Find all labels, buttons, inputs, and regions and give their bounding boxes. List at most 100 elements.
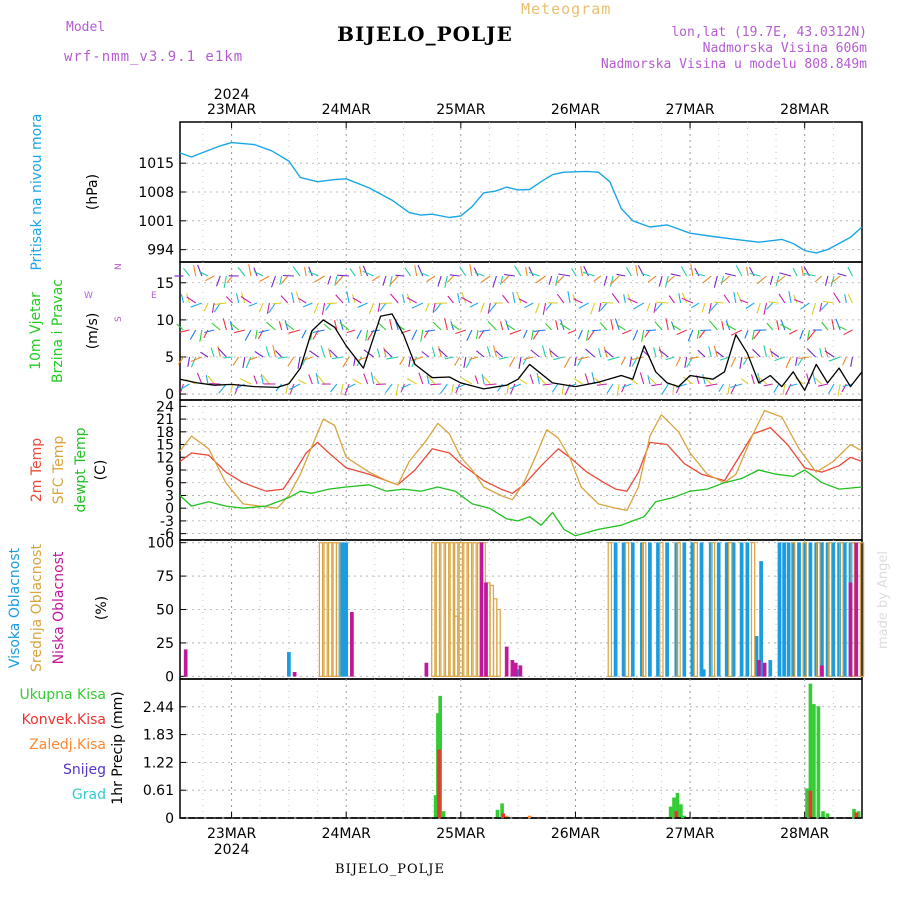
wind-arrow (430, 383, 442, 386)
wind-arrow (253, 375, 258, 385)
wind-arrow (502, 294, 510, 304)
wind-arrow (730, 356, 737, 368)
wind-arrow (332, 356, 344, 360)
wind-arrow (593, 275, 602, 282)
cloud-bar-2 (820, 665, 824, 677)
wind-arrow (408, 356, 412, 367)
wind-arrow (528, 266, 534, 277)
wind-arrow (591, 372, 596, 385)
lonlat-label: lon,lat (19.7E, 43.0312N) (671, 25, 867, 40)
wind-arrow (432, 321, 442, 331)
wind-arrow (708, 302, 718, 313)
precip-bar-0 (495, 809, 500, 818)
precip-bar-0 (812, 704, 816, 818)
compass-s: S (114, 316, 124, 322)
wind-arrow (844, 294, 847, 304)
wind-arrow (828, 383, 835, 394)
wind-arrow (788, 383, 798, 387)
wind-arrow (301, 356, 307, 366)
wind-arrow (536, 373, 540, 385)
wind-arrow (529, 374, 534, 385)
wind-arrow (463, 356, 467, 368)
wind-arrow (245, 356, 252, 369)
cloud-bar-2 (848, 582, 853, 677)
wind-arrow (399, 356, 405, 365)
wind-arrow (847, 293, 853, 304)
wind-arrow (240, 296, 252, 304)
ylabel-wind-2: Brzina i Pravac (50, 279, 66, 383)
y-tick-label: 0 (165, 669, 174, 685)
ylabel-pressure-unit: (hPa) (85, 174, 101, 210)
wind-arrow (176, 323, 184, 331)
wind-arrow (495, 350, 503, 358)
wind-arrow (769, 275, 774, 285)
cloud-bar-1 (802, 542, 807, 678)
wind-arrow (519, 378, 528, 385)
precip-bar-0 (856, 811, 861, 818)
wind-arrow (819, 302, 823, 312)
wind-arrow (406, 378, 417, 385)
y-tick-label: 3 (165, 488, 174, 504)
y-tick-label: 100 (147, 536, 174, 552)
wind-arrow (449, 274, 460, 277)
wind-arrow (308, 270, 319, 277)
wind-arrow (828, 356, 841, 362)
wind-arrow (785, 356, 792, 369)
wind-arrow (598, 348, 602, 358)
wind-arrow (180, 294, 184, 304)
wind-arrow (740, 378, 749, 385)
wind-arrow (297, 379, 307, 385)
wind-arrow (373, 376, 381, 385)
wind-arrow (205, 275, 215, 282)
wind-arrow (302, 356, 313, 361)
wind-arrow (792, 267, 798, 277)
wind-arrow (272, 345, 277, 358)
cloud-bar-0 (287, 652, 291, 677)
ylabel-t2m: 2m Temp (29, 438, 45, 502)
wind-arrow (210, 347, 215, 358)
wind-arrow (254, 351, 264, 358)
cloud-bar-1 (489, 584, 495, 677)
wind-arrow (309, 350, 319, 358)
cloud-bar-0 (701, 669, 706, 677)
cloud-bar-1 (454, 615, 459, 677)
wind-arrow (315, 373, 320, 385)
wind-arrow (558, 273, 571, 277)
wind-arrow (530, 329, 534, 340)
cloud-bar-0 (640, 542, 644, 677)
wind-arrow (621, 383, 626, 393)
cloud-bar-0 (777, 542, 782, 677)
wind-arrow (625, 267, 632, 277)
wind-arrow (480, 302, 485, 313)
cloud-bar-2 (424, 662, 429, 677)
wind-arrow (653, 347, 657, 358)
wind-arrow (573, 298, 583, 304)
cloud-bar-1 (493, 598, 498, 677)
wind-arrow (823, 300, 835, 304)
wind-arrow (446, 275, 454, 283)
wind-arrow (694, 267, 700, 277)
x-tick-label-top: 24MAR (322, 102, 371, 118)
wind-arrow (555, 320, 559, 331)
wind-arrow (769, 348, 774, 358)
wind-arrow (720, 275, 725, 285)
cloud-bar-1 (624, 542, 630, 678)
wind-arrow (586, 329, 590, 341)
wind-arrow (479, 329, 491, 333)
wind-arrow (298, 297, 307, 304)
wind-arrow (237, 266, 246, 277)
wind-arrow (587, 329, 596, 341)
cloud-bar-1 (659, 542, 664, 678)
y-tick-label: 5 (165, 350, 174, 366)
wind-arrow (658, 275, 663, 287)
wind-arrow (474, 271, 485, 277)
wind-arrow (518, 356, 522, 369)
wind-arrow (475, 329, 479, 339)
wind-arrow (444, 356, 454, 360)
precip-bar-1 (808, 790, 813, 818)
wind-arrow (335, 275, 344, 285)
y-tick-label: 0 (165, 501, 174, 517)
wind-arrow (278, 321, 283, 331)
cloud-bar-1 (641, 542, 647, 678)
elevation-label: Nadmorska Visina 606m (702, 41, 867, 56)
